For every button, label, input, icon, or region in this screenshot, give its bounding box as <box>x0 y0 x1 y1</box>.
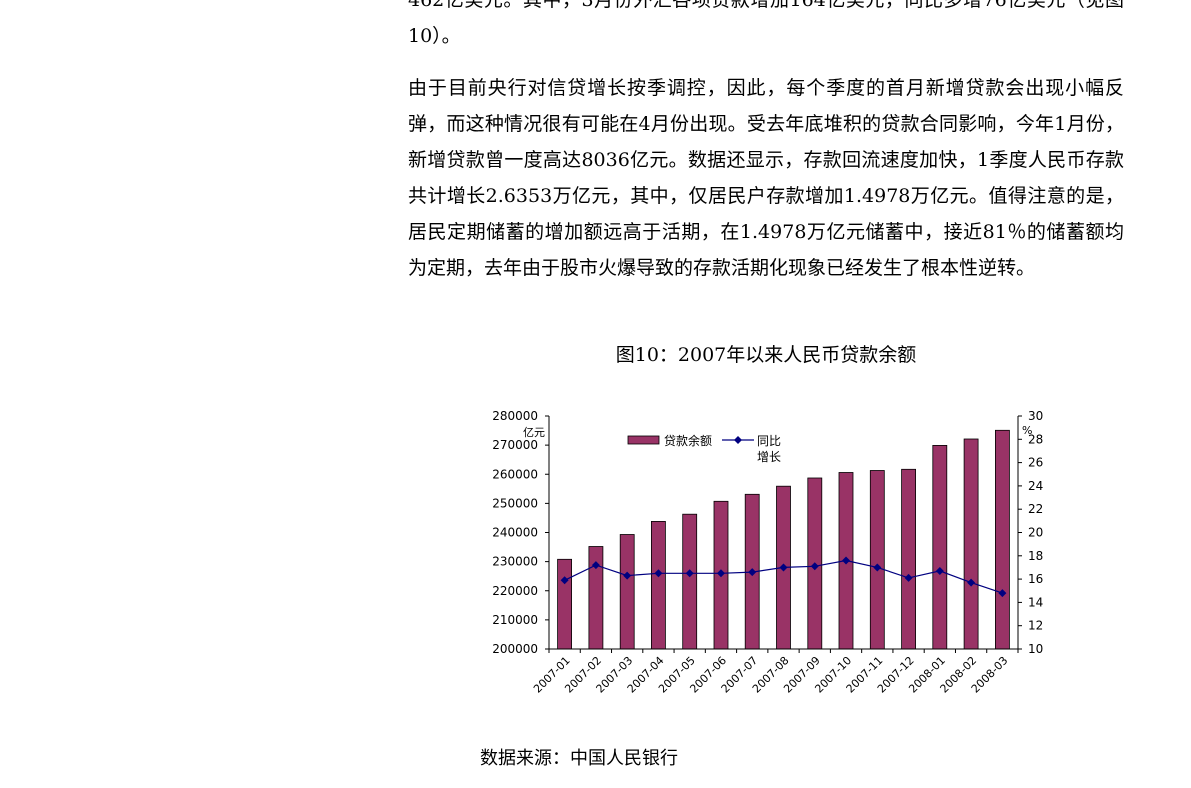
left-tick-label: 240000 <box>492 526 538 540</box>
growth-markers <box>560 556 1007 598</box>
left-tick-label: 230000 <box>492 555 538 569</box>
growth-point-2008-02 <box>967 578 976 587</box>
growth-point-2007-10 <box>842 556 851 565</box>
growth-point-2007-06 <box>716 569 725 578</box>
bar-2007-11 <box>869 470 885 650</box>
growth-point-2007-02 <box>591 561 600 570</box>
loan-balance-chart: 200000 210000 220000 230000 240000 250000 2600… <box>480 400 1080 720</box>
paragraph-1: 462亿美元。其中，3月份外汇各项贷款增加164亿美元，同比多增76亿美元（见图… <box>408 0 1124 47</box>
legend-line-label: 同比增长 <box>757 434 781 464</box>
right-tick-label: 14 <box>1028 595 1043 609</box>
bar-2007-01 <box>557 558 572 650</box>
left-tick-label: 220000 <box>492 584 538 598</box>
right-tick-label: 22 <box>1028 502 1043 516</box>
growth-point-2007-04 <box>654 569 663 578</box>
left-tick-label: 260000 <box>492 467 538 481</box>
legend: 贷款余额 同比增长 <box>627 433 781 464</box>
growth-point-2008-01 <box>935 566 944 575</box>
right-axis-unit: % <box>1022 424 1032 437</box>
chart-svg: 200000 210000 220000 230000 240000 250000 2600… <box>492 409 1043 696</box>
legend-bar-label: 贷款余额 <box>664 433 712 448</box>
x-axis-ticks: 2007-012007-022007-032007-042007-052007-… <box>531 649 1019 696</box>
left-tick-label: 250000 <box>492 496 538 510</box>
left-tick-label: 270000 <box>492 438 538 452</box>
right-tick-label: 28 <box>1028 432 1043 446</box>
right-tick-label: 12 <box>1028 619 1043 633</box>
growth-point-2007-09 <box>810 562 819 571</box>
right-tick-label: 20 <box>1028 526 1043 540</box>
bar-2008-03 <box>995 429 1010 650</box>
bar-2007-03 <box>619 534 635 650</box>
growth-point-2008-03 <box>998 589 1007 598</box>
paragraph-2: 由于目前央行对信贷增长按季调控，因此，每个季度的首月新增贷款会出现小幅反弹，而这… <box>408 77 1124 279</box>
legend-line-marker <box>734 436 742 444</box>
left-axis-unit: 亿元 <box>523 426 545 439</box>
legend-bar-swatch <box>627 435 660 445</box>
growth-point-2007-12 <box>904 573 913 582</box>
right-axis-ticks: 10 12 14 16 18 20 22 24 26 28 30 <box>1018 409 1043 656</box>
right-tick-label: 30 <box>1028 409 1043 423</box>
left-tick-label: 280000 <box>492 409 538 423</box>
bar-2008-02 <box>963 438 979 650</box>
left-tick-label: 210000 <box>492 613 538 627</box>
right-tick-label: 18 <box>1028 549 1043 563</box>
left-axis-ticks: 200000 210000 220000 230000 240000 250000 2600… <box>492 409 549 656</box>
left-tick-label: 200000 <box>492 642 538 656</box>
bar-2007-04 <box>650 521 666 650</box>
body-text: 462亿美元。其中，3月份外汇各项贷款增加164亿美元，同比多增76亿美元（见图… <box>408 0 1124 302</box>
bar-series <box>557 429 1010 650</box>
growth-point-2007-08 <box>779 563 788 572</box>
right-tick-label: 24 <box>1028 479 1043 493</box>
right-tick-label: 16 <box>1028 572 1043 586</box>
growth-point-2007-07 <box>748 568 757 577</box>
bar-2007-05 <box>682 513 698 650</box>
bar-2008-01 <box>932 445 948 650</box>
figure-source: 数据来源：中国人民银行 <box>480 748 678 769</box>
growth-point-2007-03 <box>623 571 632 580</box>
growth-point-2007-01 <box>560 576 569 585</box>
right-tick-label: 10 <box>1028 642 1043 656</box>
figure-title: 图10：2007年以来人民币贷款余额 <box>615 344 917 366</box>
growth-point-2007-05 <box>685 569 694 578</box>
growth-point-2007-11 <box>873 563 882 572</box>
right-tick-label: 26 <box>1028 456 1043 470</box>
bar-2007-12 <box>901 468 917 650</box>
